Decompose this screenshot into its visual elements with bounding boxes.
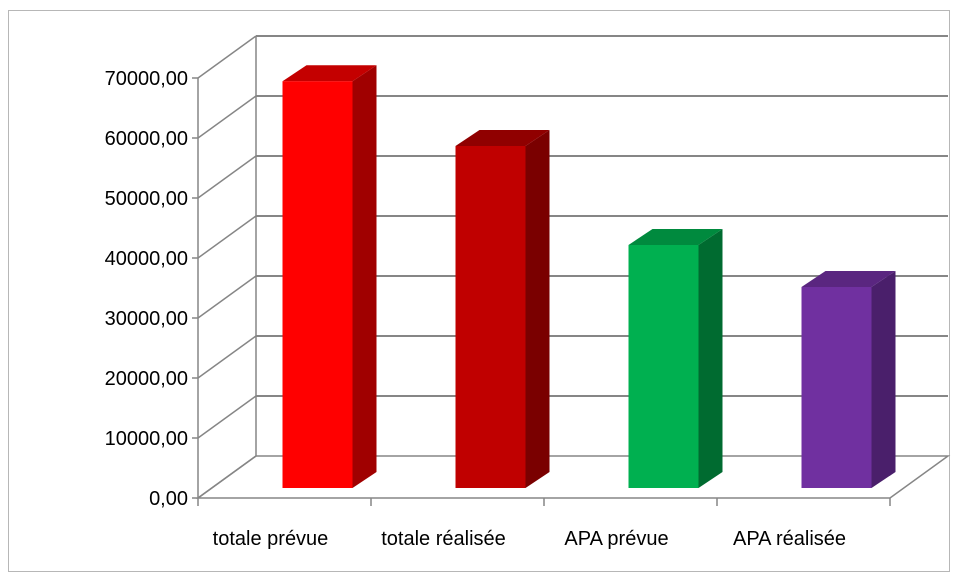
gridline-side [197,335,257,379]
x-category-label: APA réalisée [733,528,846,550]
y-tick-label: 30000,00 [105,308,188,330]
gridline-side [197,95,257,139]
bar-side [352,65,377,488]
gridline-side [197,455,257,499]
y-tick-label: 70000,00 [105,68,188,90]
bar [801,271,896,488]
bar-side [698,229,723,488]
bar-top [282,65,377,82]
x-category-label: APA prévue [564,528,668,550]
y-tick-label: 60000,00 [105,128,188,150]
bars [282,65,896,488]
bar [282,65,377,488]
y-tick-label: 50000,00 [105,188,188,210]
gridline-side [197,155,257,199]
x-axis-category-labels: totale prévue totale réalisée APA prévue AP… [213,528,846,550]
bar-top [455,130,550,146]
y-axis-tick-labels: 0,00 10000,00 20000,00 30000,00 40000,00 5000… [105,68,188,510]
bar-front [801,287,872,488]
gridline-side [197,395,257,439]
gridline-side [197,275,257,319]
bar-side [525,130,550,488]
y-tick-label: 40000,00 [105,248,188,270]
x-category-label: totale réalisée [381,528,506,550]
y-tick-label: 0,00 [149,488,188,510]
axes [192,77,891,506]
bar-top [801,271,896,287]
bar-front [455,146,526,488]
bar [628,229,723,488]
gridline-side [197,35,257,79]
bar [455,130,550,488]
y-tick-label: 10000,00 [105,428,188,450]
bar-side [871,271,896,488]
y-tick-label: 20000,00 [105,368,188,390]
bar-front [282,81,353,488]
x-category-label: totale prévue [213,528,329,550]
bar-front [628,245,699,488]
gridline-side [197,215,257,259]
bar-top [628,229,723,245]
